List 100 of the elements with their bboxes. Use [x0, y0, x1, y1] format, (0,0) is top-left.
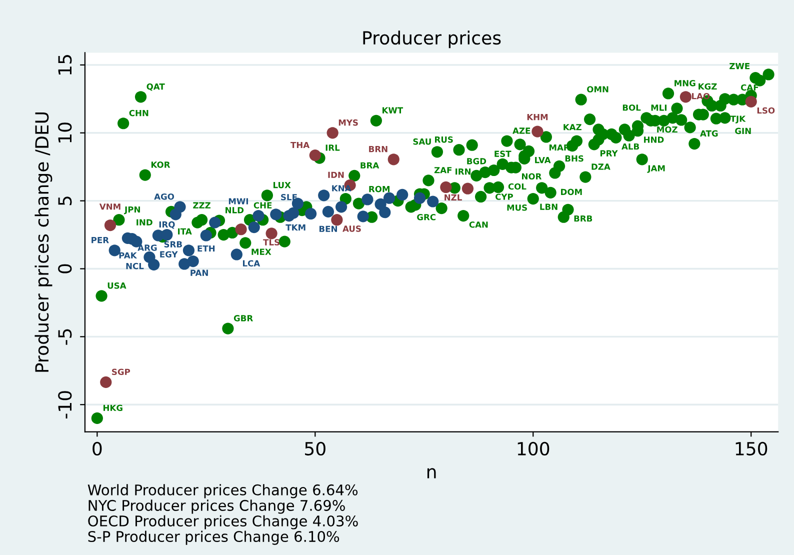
data-label: MNG	[674, 80, 696, 86]
point	[182, 244, 195, 256]
data-label: NCL	[126, 262, 144, 270]
point	[230, 248, 242, 260]
data-label: OMN	[587, 86, 608, 92]
data-label: MLI	[651, 104, 666, 111]
data-label: MWI	[228, 198, 248, 204]
point	[252, 210, 264, 222]
point	[440, 181, 452, 194]
point	[104, 219, 116, 232]
point	[396, 188, 408, 201]
point	[270, 208, 282, 220]
data-label: LSO	[757, 107, 775, 114]
data-label: ARG	[138, 244, 157, 251]
data-label: BGD	[467, 158, 486, 164]
data-label: LCA	[242, 260, 260, 266]
x-tick-label: 0	[92, 442, 102, 456]
point	[383, 192, 396, 204]
data-label: LAO	[692, 92, 710, 100]
data-label: GBR	[234, 315, 253, 322]
data-label: QAT	[146, 83, 165, 91]
point	[148, 258, 160, 270]
text: OECD Producer prices Change 4.03%	[88, 515, 358, 530]
point	[200, 230, 212, 242]
data-label: PAK	[119, 252, 138, 258]
text: NYC Producer prices Change 7.69%	[88, 500, 345, 514]
point	[161, 228, 173, 241]
data-label: AGO	[154, 193, 174, 200]
data-label: EGY	[160, 251, 178, 258]
point	[326, 127, 338, 139]
data-label: HND	[644, 136, 664, 143]
data-label: ZZZ	[193, 202, 210, 208]
x-tick-label: 50	[305, 442, 326, 456]
data-label: CHE	[254, 202, 272, 209]
point	[388, 154, 400, 166]
data-label: IRN	[456, 168, 471, 175]
point	[288, 207, 300, 219]
data-label: USA	[108, 282, 126, 289]
data-label: BRA	[360, 162, 380, 168]
data-label: TJK	[730, 116, 746, 124]
data-label: ZAF	[434, 167, 452, 174]
point	[174, 201, 186, 213]
data-label: COL	[508, 183, 526, 190]
y-tick-label: 0	[58, 264, 72, 274]
data-label: LVA	[535, 157, 551, 164]
data-label: BRN	[369, 146, 388, 152]
text: World Producer prices Change 6.64%	[88, 484, 358, 498]
data-label: NZL	[444, 194, 462, 200]
data-label: AZE	[512, 128, 530, 134]
point	[331, 214, 343, 226]
data-label: THA	[290, 142, 310, 148]
text: S-P Producer prices Change 6.10%	[88, 530, 340, 545]
data-label: ROM	[369, 186, 390, 192]
data-label: MOZ	[657, 126, 678, 133]
chart-title: Producer prices	[363, 30, 501, 48]
data-label: NOR	[522, 173, 542, 180]
data-label: PAN	[190, 270, 208, 276]
y-tick-label: 10	[58, 122, 72, 142]
point	[462, 182, 474, 194]
data-label: MEX	[252, 248, 272, 255]
point	[362, 194, 374, 206]
x-tick-label: 150	[736, 442, 768, 456]
data-label: ALB	[622, 143, 640, 150]
data-label: BRB	[574, 215, 592, 222]
data-label: ETH	[198, 245, 215, 252]
data-label: KWT	[382, 107, 404, 114]
data-label: KAZ	[564, 124, 582, 130]
y-tick-label: -5	[58, 329, 72, 345]
point	[322, 206, 334, 218]
data-label: ZWE	[730, 63, 750, 70]
data-label: GRC	[417, 214, 436, 220]
data-label: SRB	[164, 241, 182, 248]
point	[680, 91, 692, 103]
point	[357, 210, 369, 222]
data-label: KGZ	[698, 83, 717, 90]
data-label: SAU	[413, 138, 431, 145]
data-label: HKG	[103, 404, 122, 412]
data-label: AUS	[342, 226, 361, 232]
data-label: LUX	[274, 182, 291, 188]
data-label: BHS	[565, 155, 584, 162]
data-label: EST	[494, 150, 512, 157]
data-label: SGP	[112, 368, 130, 376]
data-label: KHM	[527, 114, 548, 120]
data-label: CHN	[129, 110, 148, 116]
data-label: PRY	[600, 150, 618, 156]
data-label: CAN	[469, 221, 488, 228]
data-label: GIN	[735, 128, 751, 134]
data-label: MYS	[338, 119, 358, 126]
point	[414, 192, 426, 204]
data-label: ATG	[700, 130, 718, 137]
data-label: CAF	[740, 84, 758, 91]
data-label: IRL	[326, 144, 340, 151]
data-label: KOR	[151, 162, 170, 168]
y-tick-label: 5	[58, 196, 72, 206]
data-label: DOM	[561, 188, 582, 196]
point	[266, 228, 278, 240]
data-label: BEN	[319, 226, 337, 232]
x-tick-label: 100	[518, 442, 550, 456]
point	[108, 244, 120, 256]
data-label: IND	[136, 219, 152, 226]
